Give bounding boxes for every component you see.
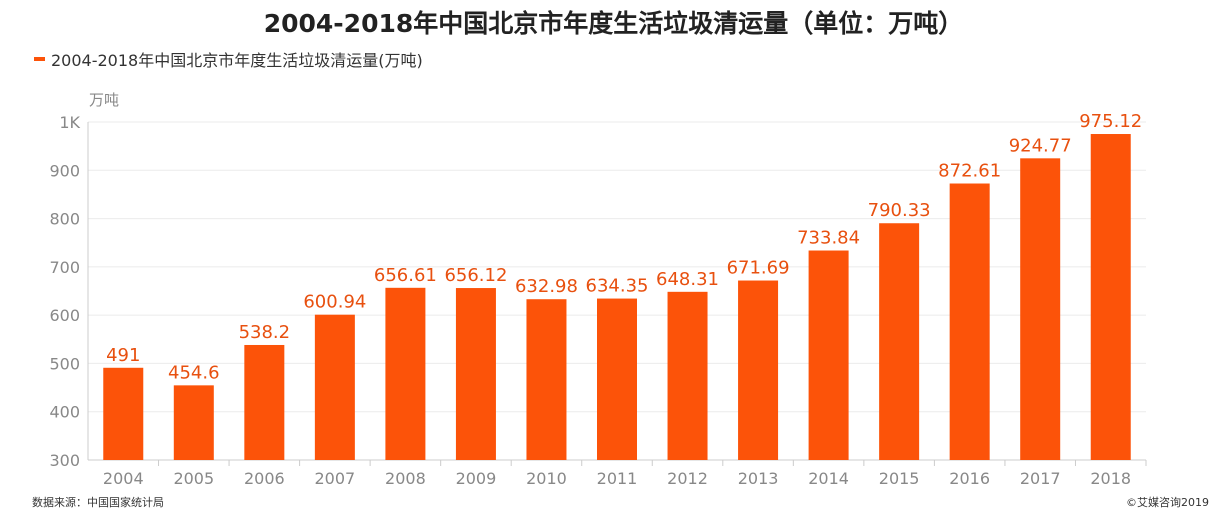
bar	[385, 287, 426, 460]
data-label: 600.94	[303, 292, 366, 313]
data-label: 648.31	[656, 269, 719, 290]
y-tick-label: 800	[49, 210, 80, 229]
x-tick-label: 2011	[597, 469, 638, 488]
x-tick-label: 2015	[879, 469, 920, 488]
data-label: 733.84	[797, 228, 860, 249]
x-tick-label: 2018	[1090, 469, 1131, 488]
y-axis-unit: 万吨	[89, 91, 119, 109]
bar	[667, 291, 708, 460]
bar	[244, 344, 285, 460]
x-tick-label: 2013	[738, 469, 779, 488]
bar	[949, 183, 990, 460]
legend-swatch	[34, 57, 45, 61]
bar	[597, 298, 637, 460]
data-label: 790.33	[868, 200, 931, 221]
x-tick-label: 2012	[667, 469, 708, 488]
bar	[103, 367, 144, 460]
data-label: 656.61	[374, 265, 437, 286]
data-label: 538.2	[239, 322, 291, 343]
legend: 2004-2018年中国北京市年度生活垃圾清运量(万吨)	[34, 47, 423, 71]
data-label: 634.35	[586, 276, 649, 297]
bar	[526, 299, 567, 460]
bar	[879, 223, 920, 460]
x-tick-label: 2009	[456, 469, 497, 488]
y-tick-label: 500	[49, 354, 80, 373]
data-label: 632.98	[515, 276, 578, 297]
x-tick-label: 2017	[1020, 469, 1061, 488]
x-tick-label: 2005	[173, 469, 214, 488]
bar	[455, 288, 496, 460]
x-tick-label: 2016	[949, 469, 990, 488]
chart-title: 2004-2018年中国北京市年度生活垃圾清运量（单位：万吨）	[263, 9, 964, 38]
bar	[1090, 134, 1131, 460]
x-tick-label: 2004	[103, 469, 144, 488]
x-tick-label: 2006	[244, 469, 285, 488]
bar	[808, 250, 849, 460]
bar	[173, 385, 214, 460]
x-tick-label: 2010	[526, 469, 567, 488]
y-tick-label: 400	[49, 403, 80, 422]
bar	[738, 280, 779, 460]
y-tick-label: 900	[49, 161, 80, 180]
data-label: 872.61	[938, 161, 1001, 182]
data-label: 491	[106, 345, 140, 366]
source-note: 数据来源：中国国家统计局	[32, 496, 164, 509]
y-tick-label: 300	[49, 451, 80, 470]
y-tick-label: 700	[49, 258, 80, 277]
data-label: 924.77	[1009, 135, 1072, 156]
data-label: 656.12	[444, 265, 507, 286]
bar	[1020, 158, 1061, 460]
x-tick-label: 2014	[808, 469, 849, 488]
data-label: 975.12	[1079, 111, 1142, 132]
data-label: 454.6	[168, 362, 220, 383]
y-tick-label: 1K	[59, 113, 80, 132]
data-label: 671.69	[727, 258, 790, 279]
y-tick-label: 600	[49, 306, 80, 325]
bar	[314, 314, 355, 460]
copyright-note: ©艾媒咨询2019	[1126, 496, 1209, 509]
x-tick-label: 2007	[315, 469, 356, 488]
x-tick-label: 2008	[385, 469, 426, 488]
legend-label: 2004-2018年中国北京市年度生活垃圾清运量(万吨)	[51, 51, 423, 70]
